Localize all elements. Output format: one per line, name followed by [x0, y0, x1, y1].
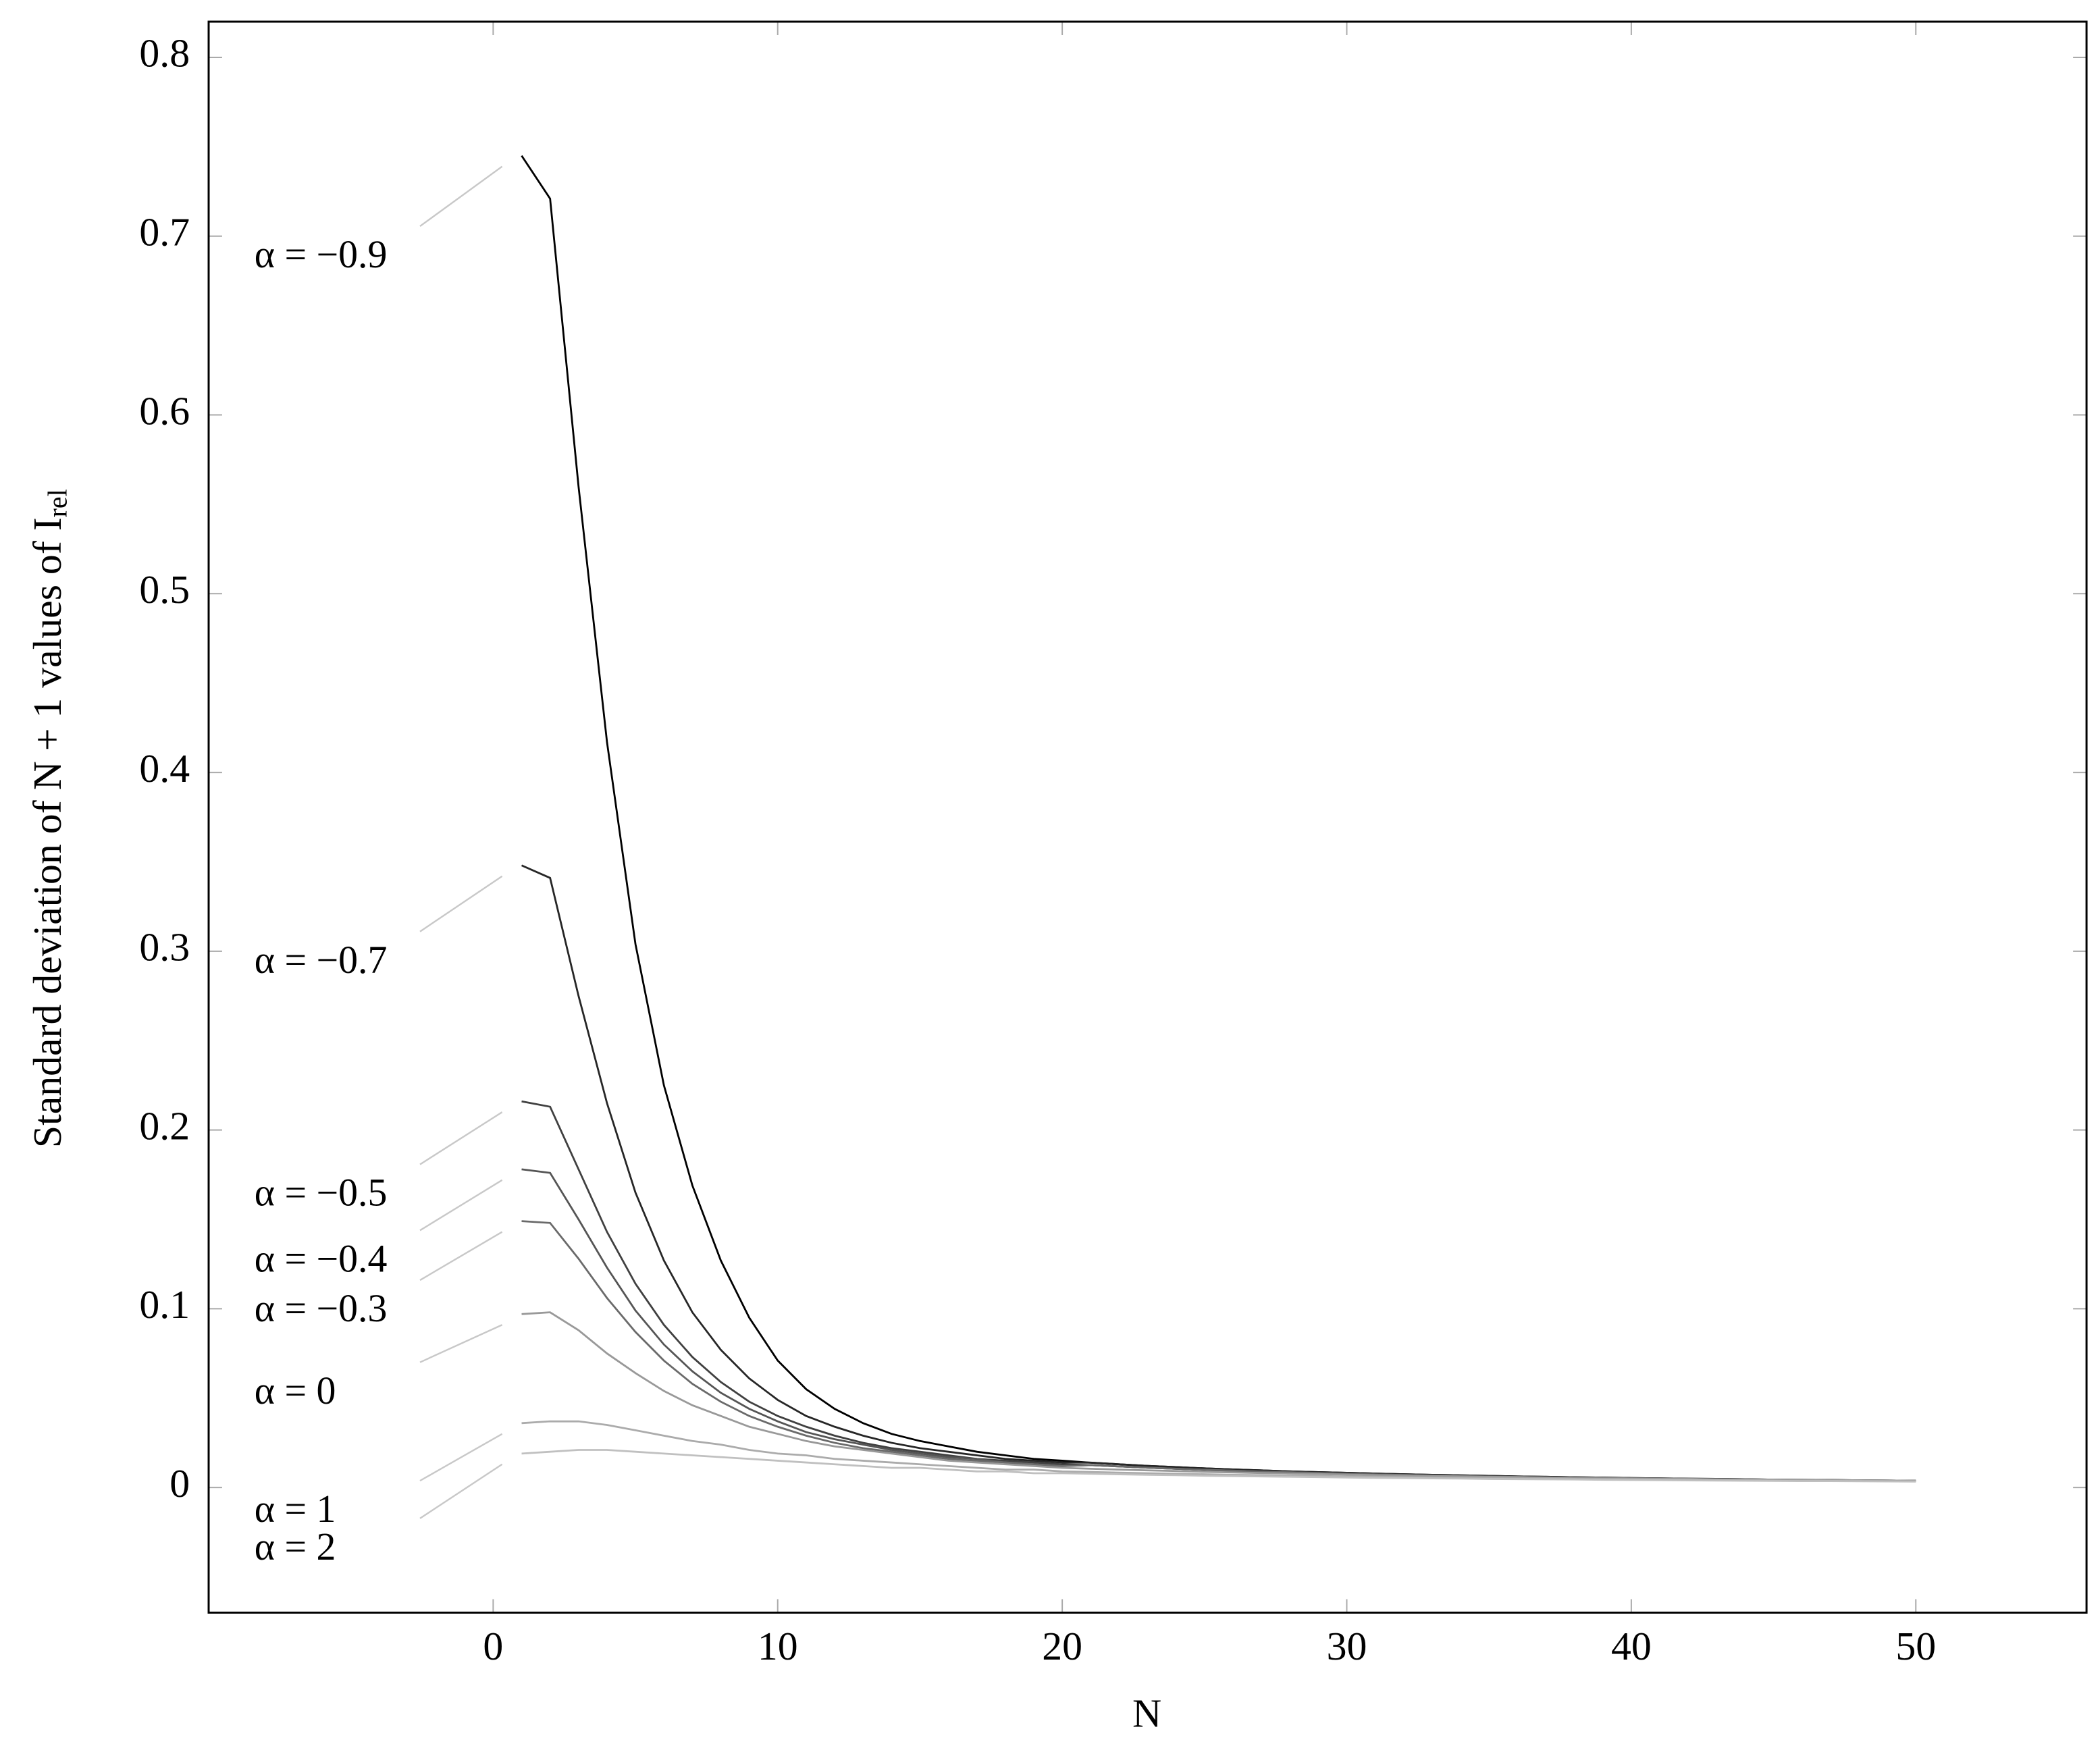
label-connector [419, 1179, 503, 1232]
series-label: α = 1 [255, 1487, 336, 1531]
series-line [521, 1168, 1916, 1482]
series-line [521, 1311, 1916, 1482]
series-line [521, 155, 1916, 1482]
y-tick-label: 0.2 [139, 1103, 190, 1148]
series-label: α = 0 [255, 1369, 336, 1412]
x-tick-label: 10 [758, 1624, 798, 1668]
x-tick-label: 20 [1042, 1624, 1082, 1668]
label-connector [419, 1433, 503, 1482]
label-connector [419, 1111, 503, 1165]
label-connector [419, 1231, 503, 1281]
series-label: α = −0.5 [255, 1171, 388, 1215]
x-tick-label: 50 [1895, 1624, 1936, 1668]
series-label: α = −0.9 [255, 232, 388, 276]
x-tick-label: 30 [1327, 1624, 1367, 1668]
x-tick-label: 40 [1611, 1624, 1652, 1668]
y-tick-label: 0.6 [139, 388, 190, 433]
y-axis-label: Standard deviation of N + 1 values of Ir… [24, 489, 72, 1148]
label-connector [419, 875, 503, 932]
series-line [521, 1449, 1916, 1483]
y-tick-label: 0 [169, 1461, 190, 1506]
series-label: α = 2 [255, 1525, 336, 1568]
label-connector [419, 1463, 503, 1519]
series-label: α = −0.3 [255, 1286, 388, 1330]
series-label: α = −0.7 [255, 938, 388, 982]
y-tick-label: 0.7 [139, 209, 190, 254]
x-tick-label: 0 [483, 1624, 503, 1668]
series-line [521, 1100, 1916, 1482]
y-tick-label: 0.1 [139, 1282, 190, 1327]
y-tick-label: 0.5 [139, 567, 190, 612]
plot-frame [207, 20, 2088, 1614]
y-tick-label: 0.8 [139, 31, 190, 76]
label-connector [419, 1324, 503, 1363]
y-tick-label: 0.4 [139, 746, 190, 791]
x-axis-label: N [1132, 1691, 1161, 1736]
label-connector [419, 165, 503, 228]
series-label: α = −0.4 [255, 1236, 388, 1280]
y-tick-label: 0.3 [139, 925, 190, 970]
series-line [521, 1220, 1916, 1482]
